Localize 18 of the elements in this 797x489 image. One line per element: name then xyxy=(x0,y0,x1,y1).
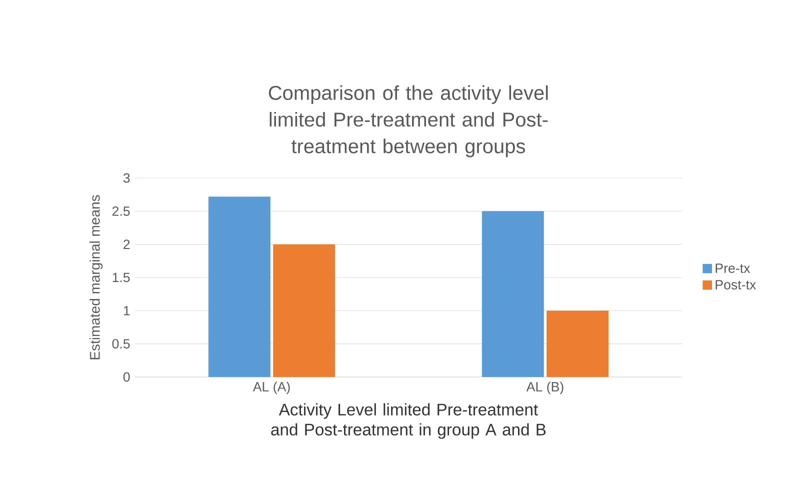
chart-title: Comparison of the activity level limited Pre-treatment and Post-treatment between groups xyxy=(268,85,548,158)
y-tick-label: 2.5 xyxy=(112,206,130,216)
legend-label: Pre-tx xyxy=(716,264,750,273)
y-tick-label: 1 xyxy=(124,306,130,316)
y-tick-label: 1.5 xyxy=(112,272,130,282)
x-axis-title: Activity Level limited Pre-treatment and Post-treatment in group A and B xyxy=(271,403,546,439)
legend-label: Post-tx xyxy=(716,280,756,290)
bar xyxy=(208,196,270,377)
bar xyxy=(482,211,544,377)
y-axis-title: Estimated marginal means xyxy=(90,195,103,360)
y-tick-label: 2 xyxy=(124,240,130,249)
bar xyxy=(273,244,336,377)
x-tick-label: AL (A) xyxy=(252,382,290,394)
x-tick-label: AL (B) xyxy=(526,382,564,394)
y-tick-label: 3 xyxy=(123,173,130,183)
bar xyxy=(546,310,609,377)
y-tick-label: 0.5 xyxy=(112,339,130,349)
y-tick-label: 0 xyxy=(123,372,130,382)
